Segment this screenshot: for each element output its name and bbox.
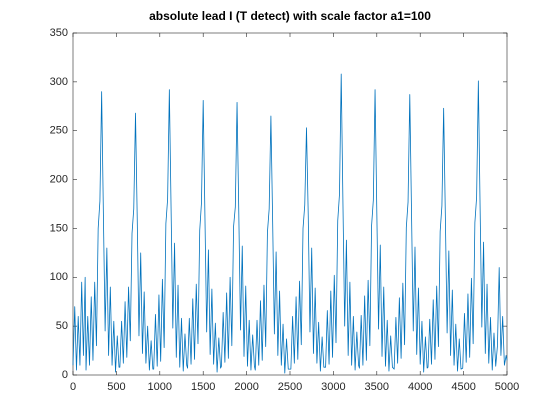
x-tick-label: 4500: [451, 381, 475, 393]
y-tick-label: 0: [62, 369, 68, 381]
x-tick-label: 2500: [278, 381, 302, 393]
x-tick-label: 3000: [321, 381, 345, 393]
y-tick-label: 300: [50, 76, 68, 88]
y-tick-label: 350: [50, 27, 68, 39]
y-tick-label: 250: [50, 125, 68, 137]
x-tick-label: 4000: [408, 381, 432, 393]
data-line: [72, 73, 508, 374]
y-tick-label: 200: [50, 173, 68, 185]
y-tick-label: 50: [56, 320, 68, 332]
y-tick-label: 100: [50, 271, 68, 283]
x-tick-label: 2000: [234, 381, 258, 393]
x-tick-label: 0: [70, 381, 76, 393]
chart-title: absolute lead I (T detect) with scale fa…: [149, 9, 431, 23]
x-tick-label: 1500: [191, 381, 215, 393]
y-tick-label: 150: [50, 222, 68, 234]
x-tick-label: 5000: [495, 381, 519, 393]
axes-box: [72, 32, 508, 376]
x-tick-label: 1000: [148, 381, 172, 393]
x-tick-label: 3500: [365, 381, 389, 393]
x-tick-label: 500: [107, 381, 125, 393]
